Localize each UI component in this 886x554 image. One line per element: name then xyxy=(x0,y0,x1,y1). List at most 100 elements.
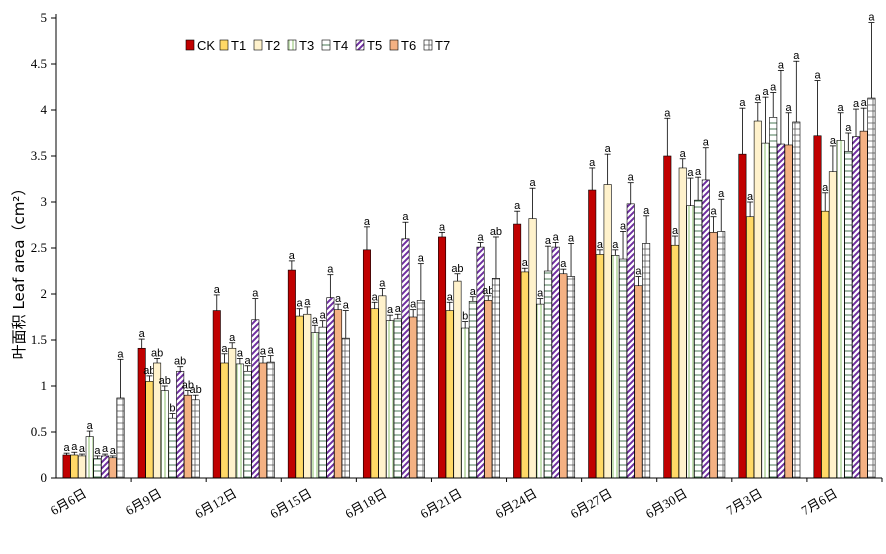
significance-letter: a xyxy=(71,441,78,453)
significance-letter: a xyxy=(297,298,304,310)
significance-letter: a xyxy=(597,239,604,251)
bar-ck xyxy=(287,269,296,479)
significance-letter: a xyxy=(418,253,425,265)
bar-t7 xyxy=(867,97,876,479)
significance-letter: a xyxy=(477,231,484,243)
bar-t6 xyxy=(559,273,568,479)
bar-t6 xyxy=(484,300,493,479)
bar-t5 xyxy=(401,238,410,479)
significance-letter: a xyxy=(687,167,694,179)
significance-letter: b xyxy=(169,403,175,415)
x-tick-label: 6月30日 xyxy=(643,486,690,522)
significance-letter: a xyxy=(260,346,267,358)
bar-t7 xyxy=(567,276,576,479)
significance-letter: a xyxy=(94,445,101,457)
bar-t6 xyxy=(108,457,117,479)
bar-t3 xyxy=(160,390,169,479)
significance-letter: ab xyxy=(482,285,494,297)
bar-t5 xyxy=(251,319,260,479)
y-tick-label: 5 xyxy=(41,10,48,25)
significance-letter: a xyxy=(845,122,852,134)
bar-t7 xyxy=(642,243,651,479)
legend: CK T1 T2 T3 T4 T5 T6 T7 xyxy=(185,38,450,53)
bar-t6 xyxy=(634,285,643,479)
bar-t5 xyxy=(476,246,485,479)
significance-letter: a xyxy=(229,332,236,344)
bar-t7 xyxy=(717,231,726,479)
y-tick-label: 0.5 xyxy=(31,424,47,439)
bar-t6 xyxy=(859,130,868,479)
significance-letter: a xyxy=(710,206,717,218)
significance-letter: a xyxy=(635,266,642,278)
significance-letter: a xyxy=(703,137,710,149)
legend-swatch-t5 xyxy=(355,39,365,51)
significance-letter: a xyxy=(770,82,777,94)
bar-t2 xyxy=(678,167,687,479)
significance-letter: a xyxy=(237,347,244,359)
significance-letter: a xyxy=(335,293,342,305)
y-tick-label: 3.5 xyxy=(31,148,47,163)
significance-letter: a xyxy=(672,225,679,237)
bar-t7 xyxy=(116,397,125,479)
bar-t3 xyxy=(310,332,319,479)
bar-t2 xyxy=(303,313,312,479)
y-tick-label: 0 xyxy=(41,470,48,485)
bar-t4 xyxy=(769,117,778,479)
significance-letter: a xyxy=(553,231,560,243)
significance-letter: ab xyxy=(182,380,194,392)
significance-letter: a xyxy=(117,348,124,360)
significance-letter: a xyxy=(447,291,454,303)
significance-letter: a xyxy=(379,277,386,289)
legend-label-t7: T7 xyxy=(435,38,450,53)
bar-ck xyxy=(513,223,522,479)
significance-letter: a xyxy=(79,443,86,455)
bar-t4 xyxy=(844,151,853,479)
significance-letter: ab xyxy=(189,384,201,396)
significance-letter: a xyxy=(395,303,402,315)
bar-t3 xyxy=(85,436,94,479)
bar-t3 xyxy=(611,255,620,479)
x-tick-label: 6月27日 xyxy=(568,486,615,522)
significance-letter: a xyxy=(560,258,567,270)
significance-letter: a xyxy=(522,257,529,269)
x-tick-label: 6月15日 xyxy=(267,486,314,522)
significance-letter: a xyxy=(289,250,296,262)
bar-t2 xyxy=(528,218,537,479)
bar-t5 xyxy=(101,455,110,479)
bar-t5 xyxy=(551,246,560,479)
significance-letter: a xyxy=(364,216,371,228)
significance-letter: a xyxy=(545,235,552,247)
bar-t2 xyxy=(753,120,762,479)
x-tick-label: 6月6日 xyxy=(48,486,89,518)
x-tick-label: 7月3日 xyxy=(724,486,765,518)
bar-t7 xyxy=(491,278,500,479)
significance-letter: a xyxy=(814,70,821,82)
y-tick-label: 1 xyxy=(41,378,48,393)
significance-letter: a xyxy=(327,264,334,276)
significance-letter: a xyxy=(387,304,394,316)
legend-label-t6: T6 xyxy=(401,38,416,53)
bar-t7 xyxy=(191,399,200,479)
bar-t1 xyxy=(595,254,604,479)
x-tick-label: 6月18日 xyxy=(342,486,389,522)
bar-t3 xyxy=(686,205,695,479)
bar-t6 xyxy=(183,394,192,479)
significance-letter: a xyxy=(830,135,837,147)
bar-ck xyxy=(813,135,822,479)
bar-t6 xyxy=(784,144,793,479)
significance-letter: ab xyxy=(490,226,502,238)
significance-letter: a xyxy=(312,314,319,326)
bar-t6 xyxy=(334,309,343,479)
significance-letter: a xyxy=(320,310,327,322)
y-axis-title: 叶面积 Leaf area（cm²） xyxy=(10,181,28,360)
bar-ck xyxy=(362,249,371,479)
y-tick-label: 4.5 xyxy=(31,56,47,71)
x-tick-label: 6月21日 xyxy=(418,486,465,522)
significance-letter: a xyxy=(868,12,875,24)
legend-swatch-t3 xyxy=(287,39,297,51)
bar-t1 xyxy=(445,310,454,479)
legend-label-t1: T1 xyxy=(231,38,246,53)
bar-t2 xyxy=(603,184,612,479)
